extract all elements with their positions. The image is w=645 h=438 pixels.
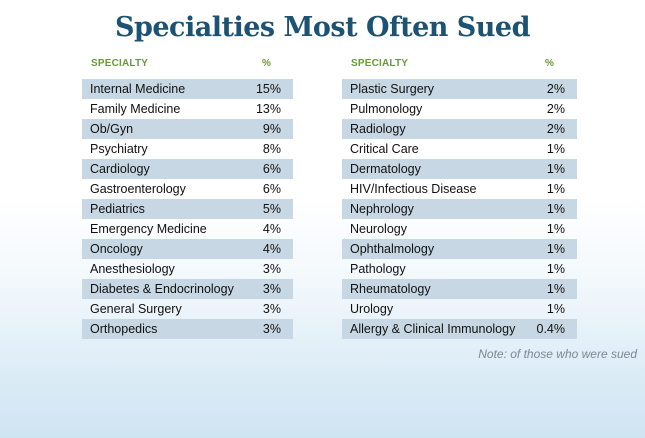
specialty-name: Cardiology bbox=[90, 162, 150, 176]
header-specialty: SPECIALTY bbox=[351, 58, 409, 69]
table-row: Critical Care 1% bbox=[342, 139, 577, 159]
specialty-name: Neurology bbox=[350, 222, 407, 236]
specialty-name: Orthopedics bbox=[90, 322, 158, 336]
table-row: Diabetes & Endocrinology 3% bbox=[82, 279, 293, 299]
specialty-name: Ob/Gyn bbox=[90, 122, 134, 136]
specialty-table-left: SPECIALTY % Internal Medicine 15% Family M… bbox=[82, 56, 293, 339]
table-row: Orthopedics 3% bbox=[82, 319, 293, 339]
specialty-percent: 2% bbox=[546, 122, 565, 136]
specialty-name: Ophthalmology bbox=[350, 242, 435, 256]
specialty-percent: 3% bbox=[262, 282, 281, 296]
table-row: Psychiatry 8% bbox=[82, 139, 293, 159]
specialty-percent: 6% bbox=[262, 182, 281, 196]
table-row: General Surgery 3% bbox=[82, 299, 293, 319]
specialty-percent: 1% bbox=[546, 202, 565, 216]
table-row: Gastroenterology 6% bbox=[82, 179, 293, 199]
specialty-name: Radiology bbox=[350, 122, 406, 136]
table-row: Rheumatology 1% bbox=[342, 279, 577, 299]
specialty-percent: 0.4% bbox=[536, 322, 566, 336]
table-row: Urology 1% bbox=[342, 299, 577, 319]
table-row: Ob/Gyn 9% bbox=[82, 119, 293, 139]
specialty-name: Gastroenterology bbox=[90, 182, 186, 196]
table-row: Pediatrics 5% bbox=[82, 199, 293, 219]
table-row: Dermatology 1% bbox=[342, 159, 577, 179]
specialty-name: Psychiatry bbox=[90, 142, 148, 156]
specialty-percent: 1% bbox=[546, 182, 565, 196]
specialty-percent: 3% bbox=[262, 322, 281, 336]
specialty-percent: 5% bbox=[262, 202, 281, 216]
table-row: Anesthesiology 3% bbox=[82, 259, 293, 279]
specialty-percent: 4% bbox=[262, 222, 281, 236]
specialty-name: Internal Medicine bbox=[90, 82, 186, 96]
table-row: Oncology 4% bbox=[82, 239, 293, 259]
specialty-name: Family Medicine bbox=[90, 102, 181, 116]
table-row: Emergency Medicine 4% bbox=[82, 219, 293, 239]
specialty-name: Allergy & Clinical Immunology bbox=[350, 322, 516, 336]
specialty-percent: 2% bbox=[546, 102, 565, 116]
specialty-name: HIV/Infectious Disease bbox=[350, 182, 477, 196]
table-row: Allergy & Clinical Immunology 0.4% bbox=[342, 319, 577, 339]
specialty-percent: 1% bbox=[546, 162, 565, 176]
chart-title: Specialties Most Often Sued bbox=[115, 12, 530, 43]
specialty-name: Pulmonology bbox=[350, 102, 423, 116]
table-row: Neurology 1% bbox=[342, 219, 577, 239]
specialty-name: Pathology bbox=[350, 262, 406, 276]
specialty-percent: 4% bbox=[262, 242, 281, 256]
table-header: SPECIALTY % bbox=[342, 56, 577, 74]
table-row: Cardiology 6% bbox=[82, 159, 293, 179]
specialty-name: Oncology bbox=[90, 242, 143, 256]
specialty-percent: 1% bbox=[546, 242, 565, 256]
specialty-percent: 1% bbox=[546, 302, 565, 316]
specialty-table-right: SPECIALTY % Plastic Surgery 2% Pulmonology… bbox=[342, 56, 577, 339]
specialty-percent: 2% bbox=[546, 82, 565, 96]
specialty-percent: 9% bbox=[262, 122, 281, 136]
specialty-percent: 1% bbox=[546, 282, 565, 296]
specialty-percent: 3% bbox=[262, 302, 281, 316]
specialty-percent: 13% bbox=[255, 102, 281, 116]
table-rows: Internal Medicine 15% Family Medicine 13% Ob… bbox=[82, 79, 293, 339]
table-row: Nephrology 1% bbox=[342, 199, 577, 219]
specialty-name: General Surgery bbox=[90, 302, 182, 316]
specialty-name: Emergency Medicine bbox=[90, 222, 207, 236]
table-row: Internal Medicine 15% bbox=[82, 79, 293, 99]
footnote: Note: of those who were sued bbox=[478, 347, 637, 361]
specialty-name: Critical Care bbox=[350, 142, 419, 156]
header-percent: % bbox=[262, 58, 272, 69]
specialty-name: Nephrology bbox=[350, 202, 414, 216]
specialty-percent: 8% bbox=[262, 142, 281, 156]
table-rows: Plastic Surgery 2% Pulmonology 2% Radiology 2… bbox=[342, 79, 577, 339]
table-row: Family Medicine 13% bbox=[82, 99, 293, 119]
table-row: HIV/Infectious Disease 1% bbox=[342, 179, 577, 199]
specialty-name: Plastic Surgery bbox=[350, 82, 435, 96]
header-specialty: SPECIALTY bbox=[91, 58, 149, 69]
specialty-name: Pediatrics bbox=[90, 202, 145, 216]
table-row: Pulmonology 2% bbox=[342, 99, 577, 119]
specialty-name: Anesthesiology bbox=[90, 262, 175, 276]
specialty-percent: 1% bbox=[546, 142, 565, 156]
specialty-name: Rheumatology bbox=[350, 282, 431, 296]
specialty-percent: 3% bbox=[262, 262, 281, 276]
specialty-name: Diabetes & Endocrinology bbox=[90, 282, 234, 296]
specialty-percent: 6% bbox=[262, 162, 281, 176]
table-row: Pathology 1% bbox=[342, 259, 577, 279]
table-row: Radiology 2% bbox=[342, 119, 577, 139]
specialty-percent: 1% bbox=[546, 262, 565, 276]
specialty-name: Dermatology bbox=[350, 162, 421, 176]
specialty-percent: 15% bbox=[255, 82, 281, 96]
specialty-name: Urology bbox=[350, 302, 394, 316]
table-header: SPECIALTY % bbox=[82, 56, 293, 74]
table-row: Ophthalmology 1% bbox=[342, 239, 577, 259]
table-row: Plastic Surgery 2% bbox=[342, 79, 577, 99]
specialty-percent: 1% bbox=[546, 222, 565, 236]
header-percent: % bbox=[545, 58, 555, 69]
